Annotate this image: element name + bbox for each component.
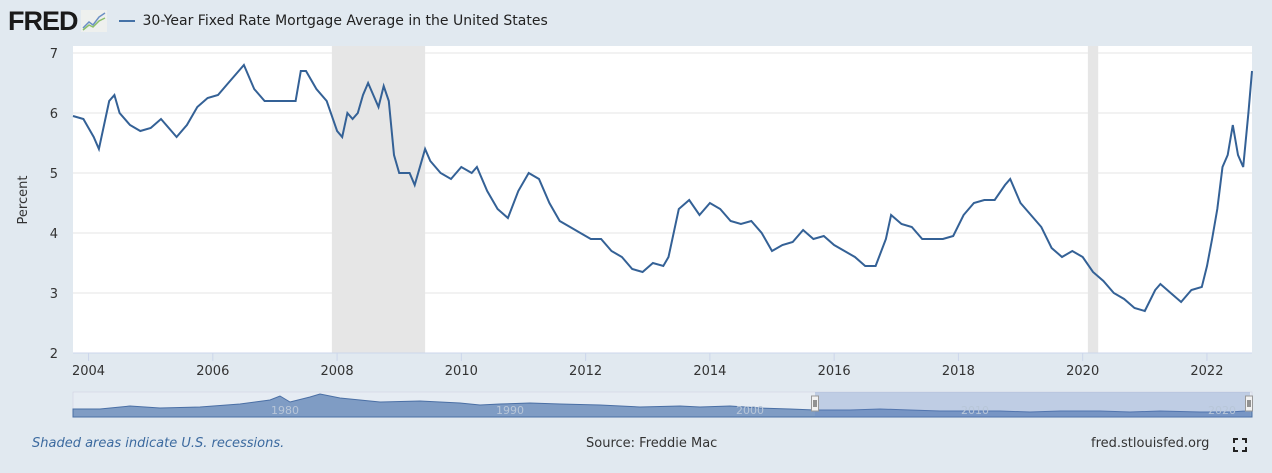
x-tick-label: 2016 [818, 364, 851, 379]
x-tick-label: 2022 [1190, 364, 1223, 379]
x-tick-label: 2012 [569, 364, 602, 379]
navigator-tick-label: 1980 [271, 404, 299, 417]
x-tick-label: 2008 [321, 364, 354, 379]
recession-shade [331, 46, 426, 353]
y-tick-label: 5 [50, 167, 58, 182]
y-tick-label: 4 [50, 227, 58, 242]
navigator-handle[interactable] [811, 395, 819, 412]
navigator-tick-label: 2010 [961, 404, 989, 417]
series-line[interactable] [72, 63, 1253, 313]
y-axis-label: Percent [16, 176, 31, 225]
source-label: Source: Freddie Mac [586, 436, 718, 451]
x-tick-label: 2010 [445, 364, 478, 379]
legend-swatch [118, 20, 135, 22]
navigator-tick-label: 1990 [496, 404, 524, 417]
chart-header: FRED 30-Year Fixed Rate Mortgage Average… [8, 6, 548, 36]
line-chart-icon [80, 10, 107, 32]
navigator-series [72, 393, 1253, 418]
y-tick-label: 7 [50, 47, 58, 62]
x-tick-label: 2006 [196, 364, 229, 379]
chart: 2 3 4 5 6 7 2004 2006 2008 2010 2012 2014 2016 2018 20… [16, 46, 1253, 418]
site-link[interactable]: fred.stlouisfed.org [1091, 436, 1210, 451]
y-tick-label: 6 [50, 107, 58, 122]
fred-logo[interactable]: FRED [8, 5, 78, 36]
x-tick-label: 2014 [693, 364, 726, 379]
series-title[interactable]: 30-Year Fixed Rate Mortgage Average in t… [142, 13, 548, 29]
fullscreen-icon[interactable] [1233, 438, 1247, 452]
plot-area [73, 46, 1252, 353]
navigator-tick-label: 2020 [1208, 404, 1236, 417]
navigator-selection[interactable] [815, 392, 1250, 417]
navigator-handle[interactable] [1245, 395, 1253, 412]
recession-shade [1087, 46, 1099, 353]
navigator-tick-label: 2000 [736, 404, 764, 417]
x-tick-label: 2004 [72, 364, 105, 379]
navigator[interactable]: 1980 1990 2000 2010 2020 [72, 391, 1253, 418]
x-tick-label: 2020 [1066, 364, 1099, 379]
y-tick-label: 2 [50, 347, 58, 362]
y-tick-label: 3 [50, 287, 58, 302]
recession-note: Shaded areas indicate U.S. recessions. [32, 436, 285, 451]
x-tick-label: 2018 [942, 364, 975, 379]
